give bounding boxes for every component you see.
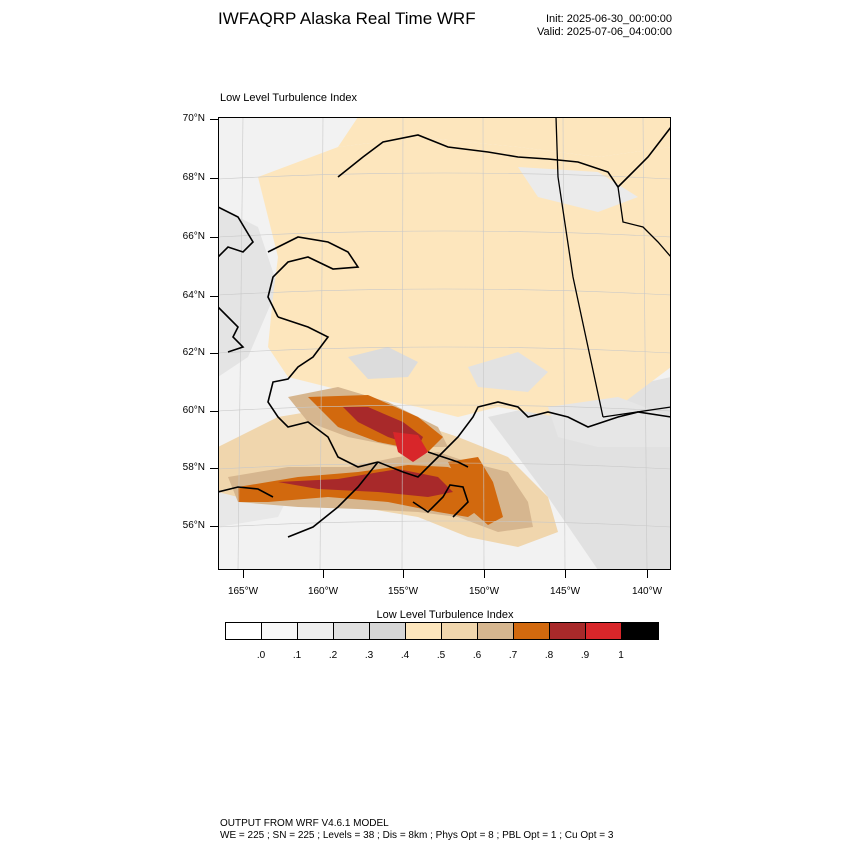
legend-swatch-1 [262,623,298,639]
model-footer: OUTPUT FROM WRF V4.6.1 MODEL WE = 225 ; … [220,818,613,842]
legend-label: .0 [256,650,266,661]
lat-tick [210,411,218,412]
lon-label-140: 140°W [631,586,663,597]
canada-border [555,117,604,418]
lat-tick [210,296,218,297]
graticule [218,117,671,570]
legend-label: .8 [544,650,554,661]
legend-label: .7 [508,650,518,661]
legend-label: 1 [618,650,624,661]
field-grey-patch-1 [348,347,418,379]
legend-swatch-3 [334,623,370,639]
legend-swatch-9 [550,623,586,639]
legend-swatch-0 [226,623,262,639]
lat-tick [210,178,218,179]
legend-colorbar [225,622,659,640]
legend-swatch-2 [298,623,334,639]
field-grey-patch-2 [468,352,548,392]
lat-tick [210,353,218,354]
legend-swatch-4 [370,623,406,639]
lat-label-68: 68°N [182,172,205,183]
field-grey-brooks [518,167,638,212]
footer-line-2: WE = 225 ; SN = 225 ; Levels = 38 ; Dis … [220,830,614,841]
lon-tick [323,570,324,578]
lon-tick [647,570,648,578]
legend-swatch-11 [622,623,658,639]
footer-line-1: OUTPUT FROM WRF V4.6.1 MODEL [220,818,389,829]
lat-tick [210,237,218,238]
legend-label: .6 [472,650,482,661]
lon-label-160: 160°W [307,586,339,597]
init-valid-times: Init: 2025-06-30_00:00:00 Valid: 2025-07… [537,13,672,39]
field-1-0 [393,432,428,462]
canada-border-south [602,406,671,418]
lat-tick [210,119,218,120]
lon-label-145: 145°W [549,586,581,597]
main-title: IWFAQRP Alaska Real Time WRF [218,9,476,28]
lat-label-64: 64°N [182,290,205,301]
init-time: Init: 2025-06-30_00:00:00 [546,13,672,25]
legend-label: .3 [364,650,374,661]
lon-tick [484,570,485,578]
lat-label-60: 60°N [182,405,205,416]
legend-label: .4 [400,650,410,661]
legend-label: .5 [436,650,446,661]
field-0-9-peninsula [278,469,453,497]
lon-tick [243,570,244,578]
lat-label-62: 62°N [182,347,205,358]
legend-swatch-10 [586,623,622,639]
coastline [218,126,671,538]
legend-swatch-7 [478,623,514,639]
lat-label-66: 66°N [182,231,205,242]
yukon-border [617,186,671,258]
lat-label-56: 56°N [182,520,205,531]
lon-tick [403,570,404,578]
field-tan-north [338,117,671,157]
legend-label: .2 [328,650,338,661]
lat-tick [210,526,218,527]
legend-title: Low Level Turbulence Index [376,609,514,621]
turbulence-map [218,117,671,570]
lon-label-150: 150°W [468,586,500,597]
legend-swatch-6 [442,623,478,639]
lat-tick [210,468,218,469]
lon-tick [565,570,566,578]
lat-label-70: 70°N [182,113,205,124]
map-panel [218,117,671,570]
field-0-8-kodiak [448,457,503,525]
legend-label: .9 [580,650,590,661]
lon-label-165: 165°W [227,586,259,597]
legend-swatch-8 [514,623,550,639]
field-tan-interior [258,137,671,417]
valid-time: Valid: 2025-07-06_04:00:00 [537,26,672,38]
plot-title: Low Level Turbulence Index [220,92,357,104]
legend-swatch-5 [406,623,442,639]
lon-label-155: 155°W [387,586,419,597]
legend-label: .1 [292,650,302,661]
map-border [218,117,671,570]
lat-label-58: 58°N [182,462,205,473]
